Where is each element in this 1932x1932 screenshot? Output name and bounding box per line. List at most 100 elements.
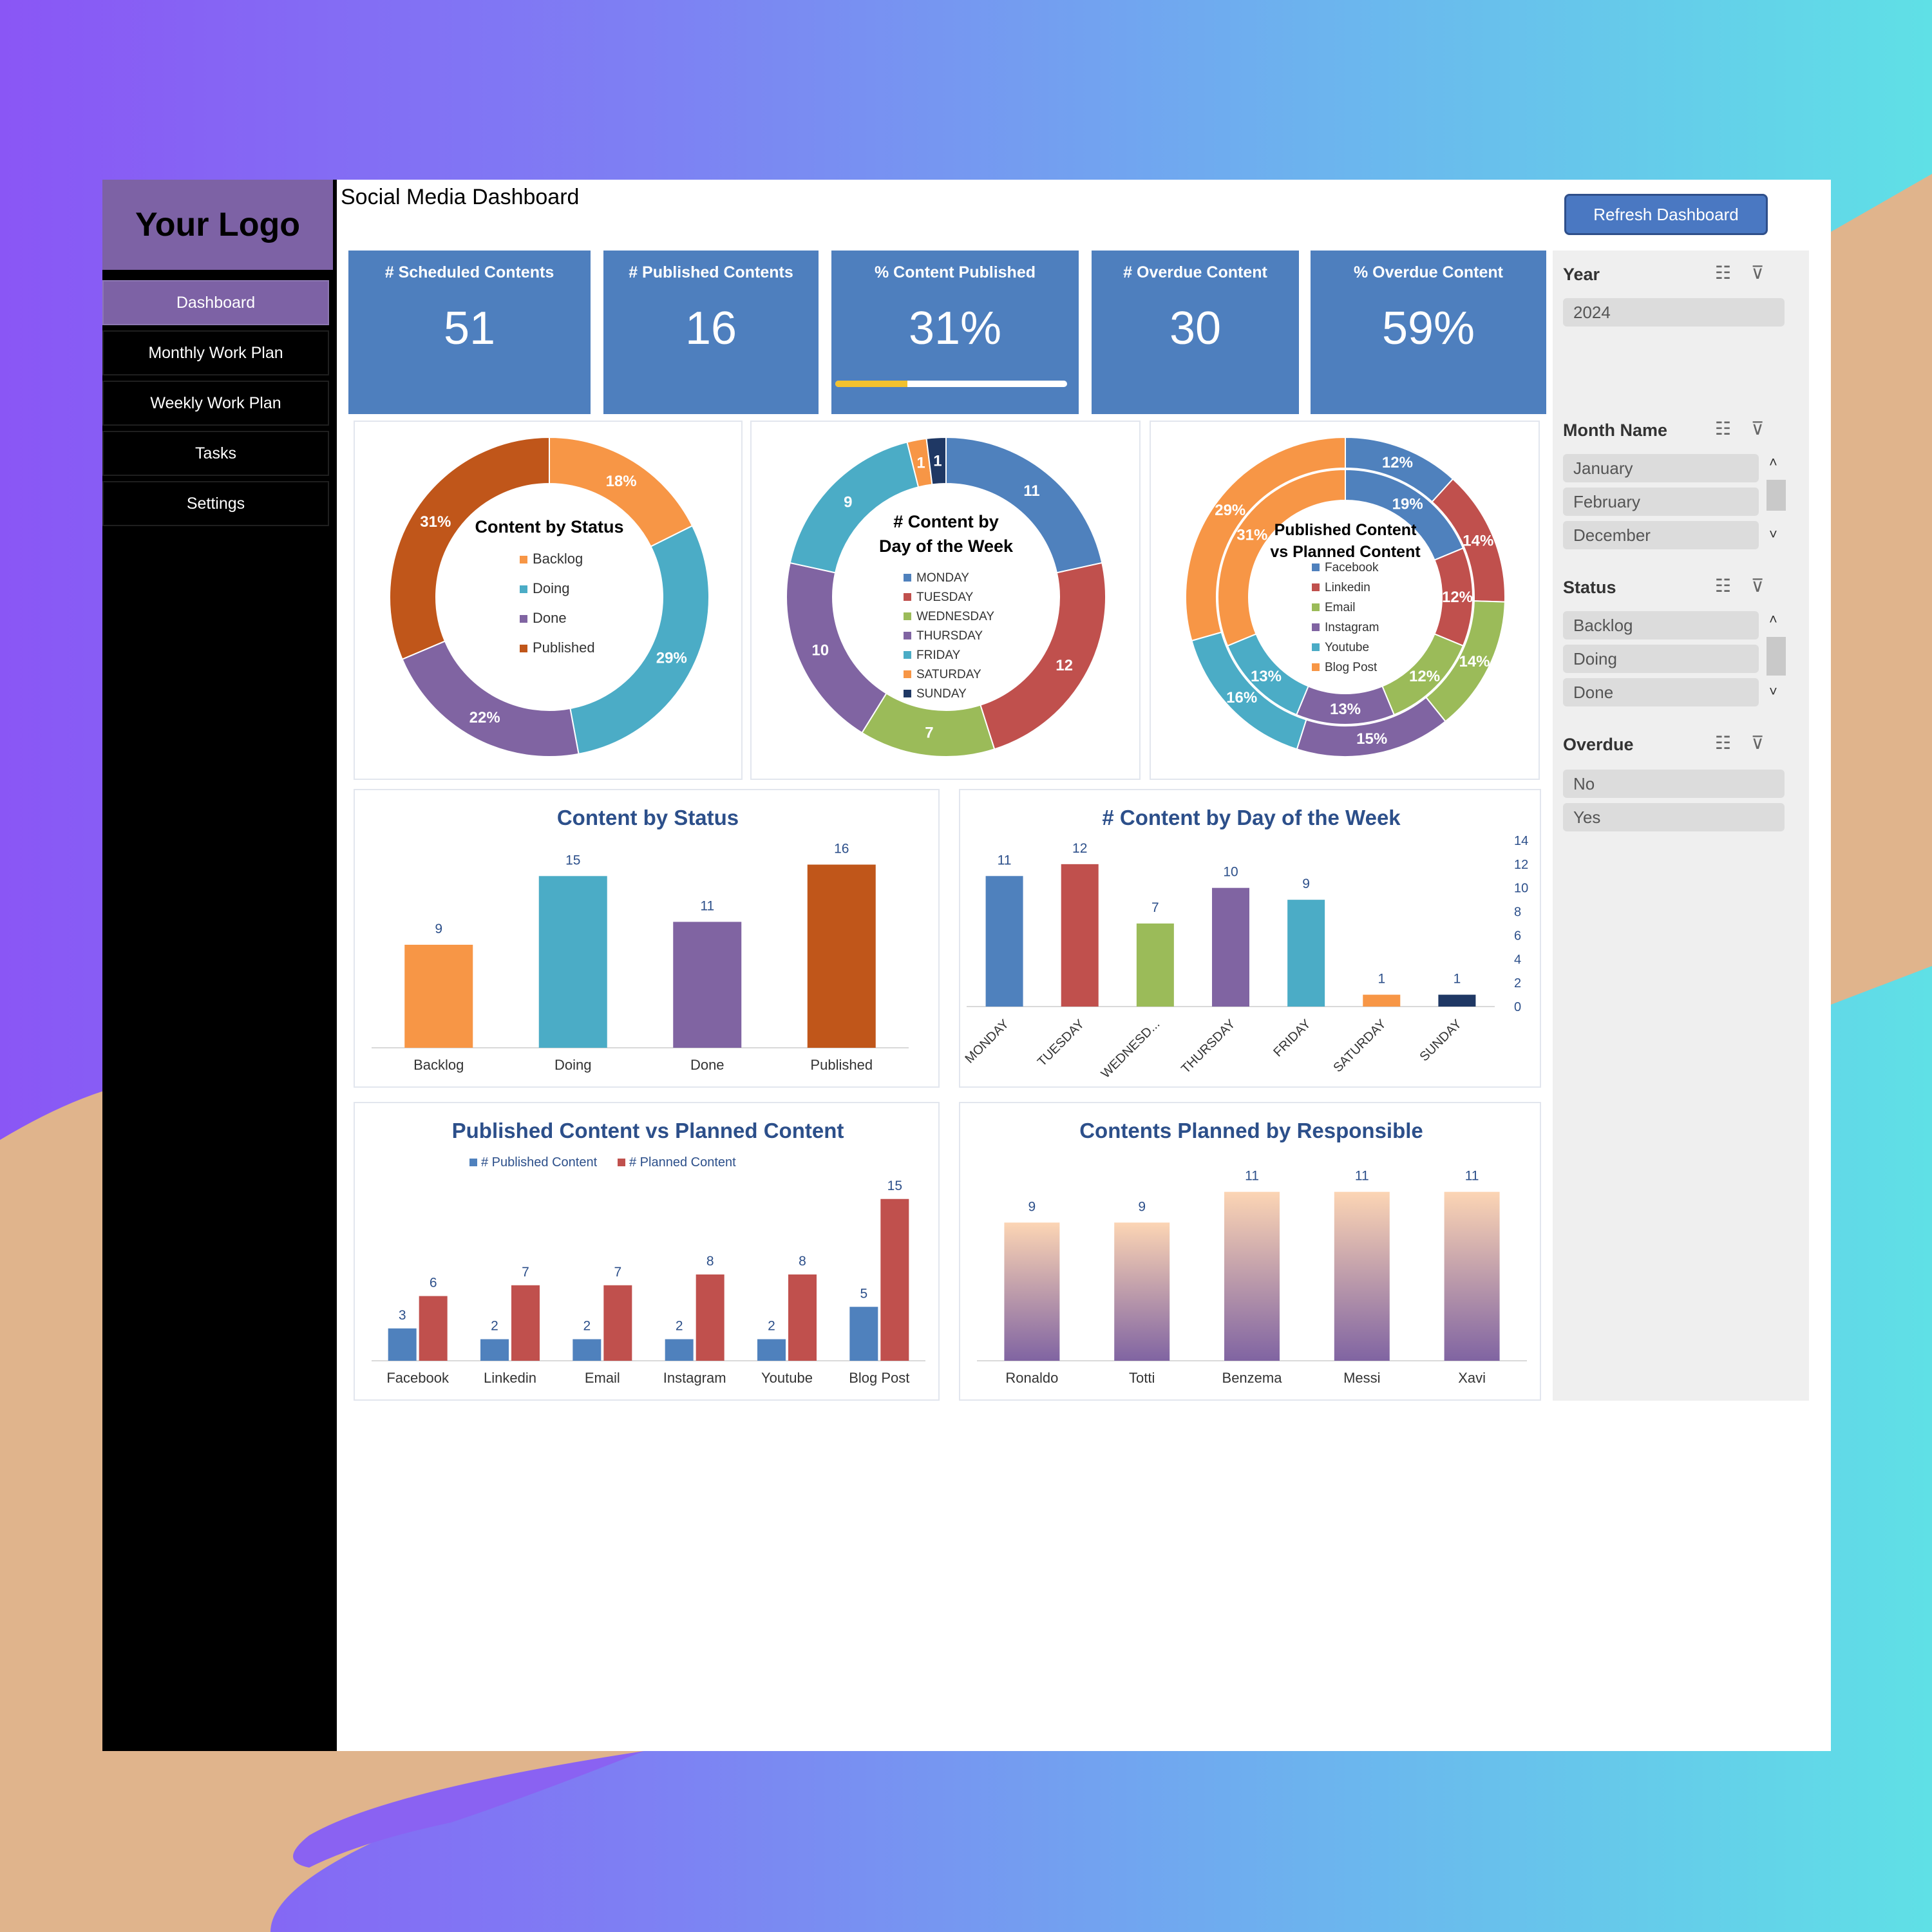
kpi-value: 59% (1381, 303, 1475, 354)
multi-select-icon[interactable]: ☷ (1715, 419, 1732, 439)
donut-slice (1185, 436, 1346, 642)
nav-item-settings[interactable]: Settings (102, 481, 329, 526)
slicer-month-scrollbar[interactable] (1766, 480, 1786, 511)
refresh-dashboard-button[interactable]: Refresh Dashboard (1564, 194, 1768, 235)
clear-filter-icon[interactable]: ⊽ (1751, 733, 1765, 753)
legend-swatch (469, 1159, 477, 1166)
kpi-value: 16 (685, 303, 737, 354)
bar-planned-by-responsible-panel: 9 Ronaldo 9 Totti 11 Benzema 11 Messi 11 Xavi Cont… (959, 1102, 1541, 1401)
nav-item-tasks[interactable]: Tasks (102, 431, 329, 476)
bar (419, 1296, 448, 1361)
bar-data-label: 6 (430, 1276, 437, 1291)
y-tick-label: 4 (1514, 952, 1521, 967)
slicer-month-item[interactable]: December (1563, 521, 1759, 549)
bar (807, 864, 876, 1048)
bar-data-label: 11 (700, 898, 714, 913)
donut-slice (389, 436, 550, 660)
bar (1136, 923, 1174, 1007)
legend-swatch (904, 670, 911, 678)
bar-data-label: 8 (799, 1254, 806, 1269)
slicer-year-item[interactable]: 2024 (1563, 298, 1785, 327)
bar-data-label: 2 (768, 1319, 775, 1334)
bar-data-label: 7 (614, 1265, 621, 1280)
legend-swatch (1312, 623, 1320, 631)
legend-swatch (904, 593, 911, 601)
donut-data-label: 12% (1382, 454, 1413, 471)
multi-select-icon[interactable]: ☷ (1715, 733, 1732, 753)
bar (665, 1339, 694, 1361)
legend-label: Linkedin (1325, 581, 1370, 594)
scroll-down-icon[interactable]: ˅ (1769, 683, 1777, 699)
donut-data-label: 15% (1356, 730, 1387, 748)
donut-published-vs-planned-panel: 12% 14% 14% 15% 16% 29% 19% 12% 12% 13% 13% 31% Publ… (1150, 421, 1540, 780)
x-tick-label: Messi (1343, 1370, 1380, 1386)
nav-item-dashboard[interactable]: Dashboard (102, 280, 329, 325)
scroll-down-icon[interactable]: ˅ (1769, 526, 1777, 542)
kpi-title: # Overdue Content (1123, 263, 1267, 281)
slicer-month-item[interactable]: February (1563, 488, 1759, 516)
multi-select-icon[interactable]: ☷ (1715, 263, 1732, 283)
bar-data-label: 3 (399, 1308, 406, 1323)
bar (880, 1198, 909, 1361)
multi-select-icon[interactable]: ☷ (1715, 576, 1732, 596)
kpi-published-contents: # Published Contents 16 (603, 251, 819, 414)
bar-data-label: 9 (1302, 876, 1310, 891)
kpi-value: 31% (908, 303, 1002, 354)
chart-title: Published Content vs Planned Content (452, 1119, 844, 1142)
donut-data-label: 29% (656, 649, 687, 667)
legend-swatch (1312, 564, 1320, 571)
donut-content-by-status-panel: 18% 29% 22% 31% Content by Status Backlog Doin… (354, 421, 743, 780)
x-tick-label: SUNDAY (1417, 1017, 1464, 1064)
legend-label: SATURDAY (916, 668, 981, 681)
y-tick-label: 6 (1514, 929, 1521, 943)
legend-label: FRIDAY (916, 649, 961, 662)
bar (388, 1328, 417, 1361)
legend-label: Backlog (533, 551, 583, 567)
nav-item-weekly-work-plan[interactable]: Weekly Work Plan (102, 381, 329, 426)
slicer-status-item[interactable]: Backlog (1563, 611, 1759, 639)
logo: Your Logo (102, 180, 333, 270)
clear-filter-icon[interactable]: ⊽ (1751, 263, 1765, 283)
legend-swatch (904, 574, 911, 582)
y-tick-label: 14 (1514, 834, 1528, 848)
bar-published-vs-planned-chart: 3 6 Facebook 2 7 Linkedin 2 7 Email 2 8 Instagram 2 8… (372, 1119, 925, 1386)
slicer-status-title: Status (1563, 578, 1616, 597)
x-tick-label: Doing (554, 1057, 591, 1073)
legend-label: THURSDAY (916, 629, 983, 643)
slicer-overdue-item[interactable]: No (1563, 770, 1785, 798)
clear-filter-icon[interactable]: ⊽ (1751, 419, 1765, 439)
clear-filter-icon[interactable]: ⊽ (1751, 576, 1765, 596)
x-tick-label: Blog Post (849, 1370, 909, 1386)
bar (480, 1339, 509, 1361)
bar-data-label: 7 (522, 1265, 529, 1280)
slicer-status-scrollbar[interactable] (1766, 637, 1786, 676)
scroll-up-icon[interactable]: ˄ (1769, 611, 1777, 627)
donut-data-label: 12 (1056, 657, 1073, 674)
chart-title: Contents Planned by Responsible (1079, 1119, 1423, 1142)
bar-data-label: 8 (706, 1254, 714, 1269)
x-tick-label: MONDAY (963, 1017, 1012, 1066)
legend-label: Doing (533, 580, 569, 596)
slicer-month-item[interactable]: January (1563, 454, 1759, 482)
donut-title: vs Planned Content (1270, 543, 1421, 561)
slicer-overdue-item[interactable]: Yes (1563, 803, 1785, 831)
legend-swatch (520, 556, 527, 564)
legend-label: Done (533, 610, 567, 626)
bar-data-label: 15 (565, 853, 580, 867)
slicer-status-item[interactable]: Done (1563, 678, 1759, 706)
bar-data-label: 2 (676, 1319, 683, 1334)
x-tick-label: SATURDAY (1331, 1017, 1388, 1075)
legend-label: SUNDAY (916, 687, 967, 701)
legend-swatch (904, 612, 911, 620)
bar-data-label: 1 (1454, 972, 1461, 987)
slicer-status-item[interactable]: Doing (1563, 645, 1759, 673)
bar-data-label: 5 (860, 1286, 867, 1301)
bar-content-by-status-panel: 9 Backlog 15 Doing 11 Done 16 Published Content … (354, 789, 940, 1088)
scroll-up-icon[interactable]: ˄ (1769, 454, 1777, 470)
bar (1438, 994, 1476, 1007)
legend-label: WEDNESDAY (916, 610, 994, 623)
donut-data-label: 13% (1251, 668, 1282, 685)
nav-item-monthly-work-plan[interactable]: Monthly Work Plan (102, 330, 329, 375)
legend-label: MONDAY (916, 571, 969, 585)
legend-label: Blog Post (1325, 661, 1378, 674)
